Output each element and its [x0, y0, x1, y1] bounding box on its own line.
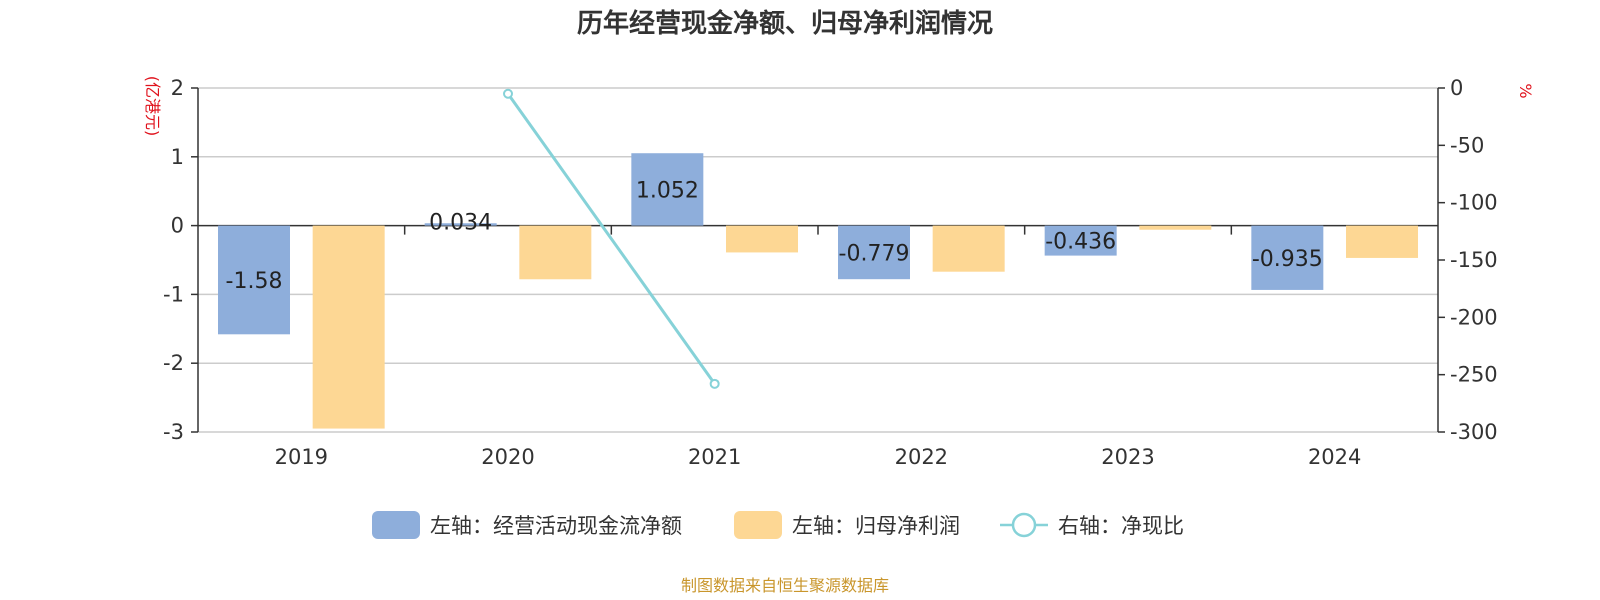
axes: 2 1 0 -1 -2 -3 0 -50 -100 -150 -200 -250 -300 2019 202… [163, 76, 1498, 469]
x-tick-label: 2019 [275, 445, 328, 469]
net-profit-bar [312, 225, 385, 429]
left-tick-label: 2 [171, 76, 184, 100]
legend-item: 左轴：经营活动现金流净额 [372, 511, 682, 539]
bars [218, 153, 1418, 429]
left-tick-label: -2 [163, 351, 184, 375]
right-tick-label: -300 [1450, 420, 1498, 444]
x-tick-label: 2022 [895, 445, 948, 469]
source-note: 制图数据来自恒生聚源数据库 [681, 576, 889, 595]
data-labels: -1.58 0.034 1.052 -0.779 -0.436 -0.935 [226, 178, 1323, 294]
right-tick-label: 0 [1450, 76, 1463, 100]
left-tick-label: -3 [163, 420, 184, 444]
x-tick-label: 2021 [688, 445, 741, 469]
net-profit-bar [1139, 225, 1212, 230]
cash-flow-data-label: 1.052 [636, 178, 699, 203]
left-tick-label: -1 [163, 282, 184, 306]
left-axis-unit: (亿港元) [143, 76, 162, 137]
right-tick-label: -150 [1450, 248, 1498, 272]
cash-flow-data-label: -0.935 [1252, 247, 1323, 272]
legend-marker [1011, 512, 1037, 538]
legend-label: 左轴：经营活动现金流净额 [430, 514, 682, 538]
cash-flow-bar [631, 153, 704, 226]
net-profit-bar [1346, 225, 1418, 258]
legend-swatch [372, 511, 420, 539]
ratio-point [709, 378, 720, 389]
cash-flow-data-label: 0.034 [429, 211, 492, 236]
ratio-point [503, 88, 513, 99]
cash-flow-data-label: -1.58 [226, 269, 283, 294]
right-axis-unit: % [1516, 83, 1535, 98]
legend-item: 左轴：归母净利润 [734, 511, 960, 539]
right-tick-label: -200 [1450, 305, 1498, 329]
left-tick-label: 0 [171, 214, 184, 238]
chart-title: 历年经营现金净额、归母净利润情况 [577, 8, 993, 39]
cash-flow-bar [838, 225, 910, 280]
right-tick-label: -250 [1450, 363, 1498, 387]
grid-lines [198, 87, 1438, 433]
legend-swatch [734, 511, 782, 539]
x-tick-label: 2020 [481, 445, 534, 469]
legend-item: 右轴：净现比 [1000, 512, 1184, 538]
cash-flow-bar [424, 223, 497, 226]
cash-flow-data-label: -0.436 [1045, 230, 1116, 255]
cash-flow-bar [218, 225, 290, 335]
ratio-line-path [506, 92, 716, 385]
ratio-line [503, 88, 720, 389]
cash-flow-data-label: -0.779 [839, 241, 910, 266]
right-tick-label: -100 [1450, 191, 1498, 215]
legend-label: 左轴：归母净利润 [792, 514, 960, 538]
net-profit-bar [932, 225, 1005, 272]
net-profit-bar [726, 225, 798, 253]
cash-flow-bar [1251, 225, 1324, 290]
legend-label: 右轴：净现比 [1058, 514, 1184, 538]
cash-flow-bar [1044, 225, 1117, 256]
legend: 左轴：经营活动现金流净额 左轴：归母净利润 右轴：净现比 [372, 511, 1184, 539]
left-tick-label: 1 [171, 145, 184, 169]
x-tick-label: 2023 [1101, 445, 1154, 469]
x-tick-label: 2024 [1308, 445, 1361, 469]
right-tick-label: -50 [1450, 133, 1484, 157]
net-profit-bar [519, 225, 592, 280]
